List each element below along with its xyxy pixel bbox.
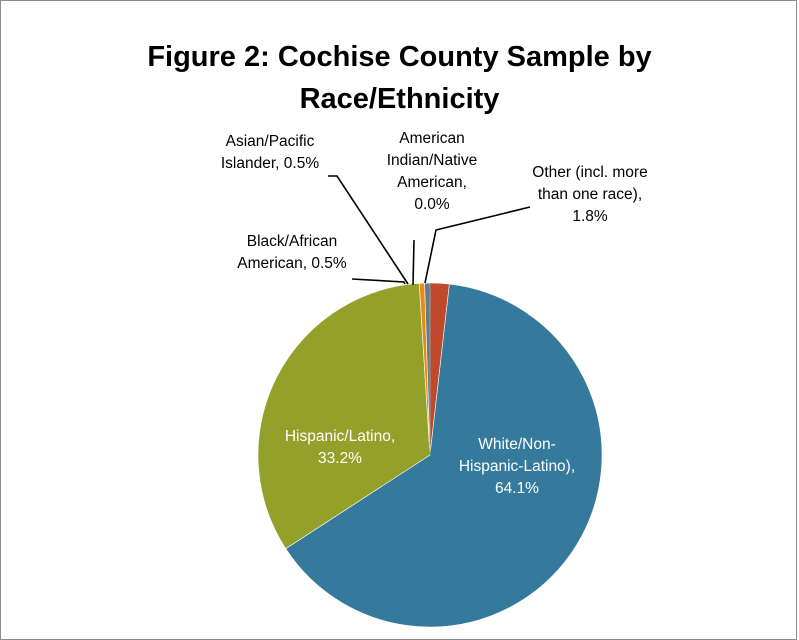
slice-hispanic-latino-data-label: Hispanic/Latino, 33.2% xyxy=(285,428,395,467)
slice-black-african-american-data-label: Black/African American, 0.5% xyxy=(237,233,347,272)
slice-american-indian-native-american-leader-line xyxy=(412,239,415,286)
slice-american-indian-native-american-data-label: American Indian/Native American, 0.0% xyxy=(387,130,477,213)
slice-other-incl-more-than-one-race-leader-line xyxy=(424,206,531,284)
slice-black-african-american-leader-line xyxy=(351,278,406,285)
chart-title: Figure 2: Cochise County Sample by Race/… xyxy=(0,36,799,120)
slice-white-non-hispanic-latino xyxy=(285,283,603,628)
pie-slices xyxy=(257,282,603,628)
chart-title-line-1: Figure 2: Cochise County Sample by xyxy=(147,41,652,73)
slice-other-incl-more-than-one-race-data-label: Other (incl. more than one race), 1.8% xyxy=(532,164,647,225)
slice-hispanic-latino xyxy=(257,283,431,550)
chart-title-line-2: Race/Ethnicity xyxy=(299,83,500,115)
slice-white-non-hispanic-latino-data-label: White/Non-Hispanic-Latino), 64.1% xyxy=(459,436,575,497)
slice-asian-pacific-islander-data-label: Asian/Pacific Islander, 0.5% xyxy=(221,133,319,172)
slice-asian-pacific-islander-leader-line xyxy=(328,175,409,285)
